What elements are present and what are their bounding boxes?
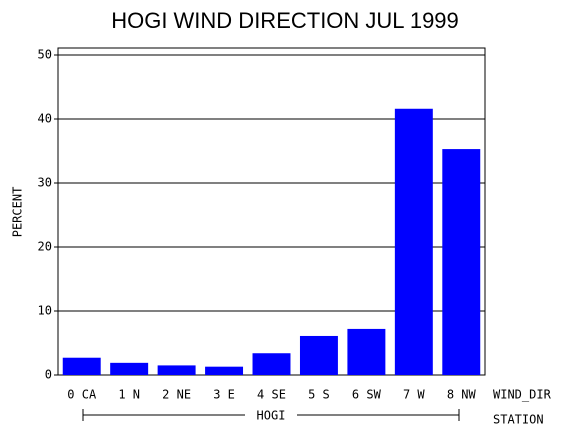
bar bbox=[347, 328, 386, 375]
x-tick-label: 2 NE bbox=[162, 388, 191, 402]
group-label: HOGI bbox=[257, 409, 286, 423]
x-tick-label: 5 S bbox=[308, 388, 330, 402]
y-tick-label: 0 bbox=[45, 368, 52, 382]
y-axis-label: PERCENT bbox=[11, 187, 25, 238]
x-tick-label: 3 E bbox=[213, 388, 235, 402]
bar bbox=[252, 353, 291, 375]
chart-title: HOGI WIND DIRECTION JUL 1999 bbox=[111, 8, 459, 33]
group-bracket bbox=[82, 409, 460, 421]
bar bbox=[205, 366, 244, 375]
x-axis-label: WIND_DIR bbox=[493, 388, 552, 402]
bar bbox=[157, 365, 196, 375]
y-tick-label: 20 bbox=[38, 240, 52, 254]
x-tick-label: 4 SE bbox=[257, 388, 286, 402]
x-tick-label: 7 W bbox=[403, 388, 425, 402]
x-tick-label: 8 NW bbox=[447, 388, 477, 402]
x-tick-label: 0 CA bbox=[67, 388, 97, 402]
bar bbox=[442, 149, 481, 375]
bar bbox=[62, 357, 101, 375]
y-tick-label: 10 bbox=[38, 304, 52, 318]
x-tick-label: 6 SW bbox=[352, 388, 382, 402]
y-tick-label: 40 bbox=[38, 112, 52, 126]
bar bbox=[299, 335, 338, 375]
group-axis-label: STATION bbox=[493, 413, 544, 427]
y-tick-label: 50 bbox=[38, 48, 52, 62]
bar bbox=[110, 362, 149, 375]
y-tick-label: 30 bbox=[38, 176, 52, 190]
x-tick-label: 1 N bbox=[118, 388, 140, 402]
bar bbox=[394, 108, 433, 375]
